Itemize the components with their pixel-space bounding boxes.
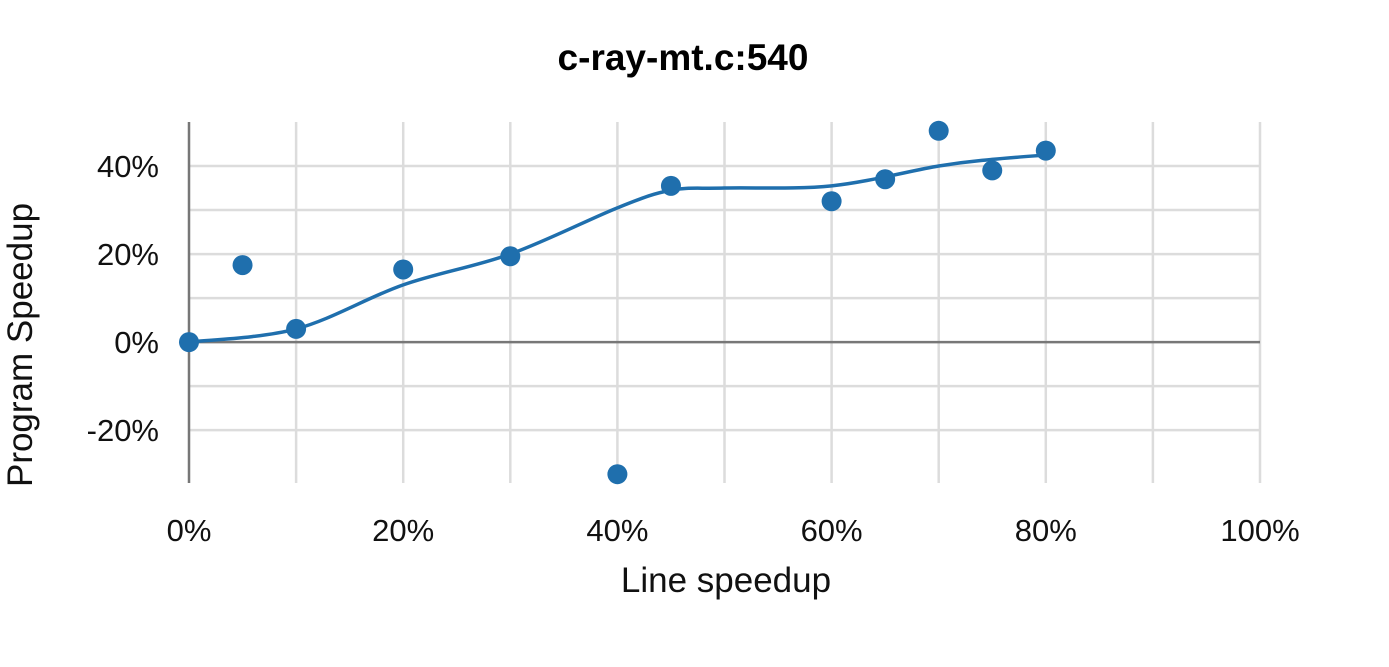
x-tick-label: 40% bbox=[586, 513, 648, 548]
data-point bbox=[982, 160, 1003, 181]
data-point bbox=[500, 246, 521, 267]
data-point bbox=[1035, 140, 1056, 161]
data-point bbox=[875, 169, 896, 190]
chart-title: c-ray-mt.c:540 bbox=[558, 37, 809, 78]
y-tick-label: -20% bbox=[87, 413, 159, 448]
data-point bbox=[928, 120, 949, 141]
x-axis-label: Line speedup bbox=[621, 561, 831, 600]
data-point bbox=[660, 175, 681, 196]
y-tick-label: 20% bbox=[97, 237, 159, 272]
tick-labels: 0% 20% 40% 60% 80% 100% -20% 0% 20% 40% bbox=[87, 149, 1300, 548]
x-tick-label: 0% bbox=[167, 513, 212, 548]
y-tick-label: 40% bbox=[97, 149, 159, 184]
axes bbox=[187, 122, 1260, 483]
data-point bbox=[179, 332, 199, 353]
data-point bbox=[821, 191, 842, 212]
y-axis-label: Program Speedup bbox=[1, 203, 40, 487]
x-tick-label: 20% bbox=[372, 513, 434, 548]
data-point bbox=[286, 318, 307, 339]
x-tick-label: 100% bbox=[1220, 513, 1299, 548]
data-points bbox=[179, 120, 1056, 485]
x-tick-label: 80% bbox=[1015, 513, 1077, 548]
y-tick-label: 0% bbox=[114, 325, 159, 360]
grid-lines bbox=[189, 122, 1262, 483]
data-point bbox=[393, 259, 414, 280]
trend-line bbox=[187, 153, 1048, 344]
trend-line-group bbox=[187, 153, 1048, 344]
data-point bbox=[607, 464, 628, 485]
x-tick-label: 60% bbox=[801, 513, 863, 548]
data-point bbox=[232, 255, 253, 276]
